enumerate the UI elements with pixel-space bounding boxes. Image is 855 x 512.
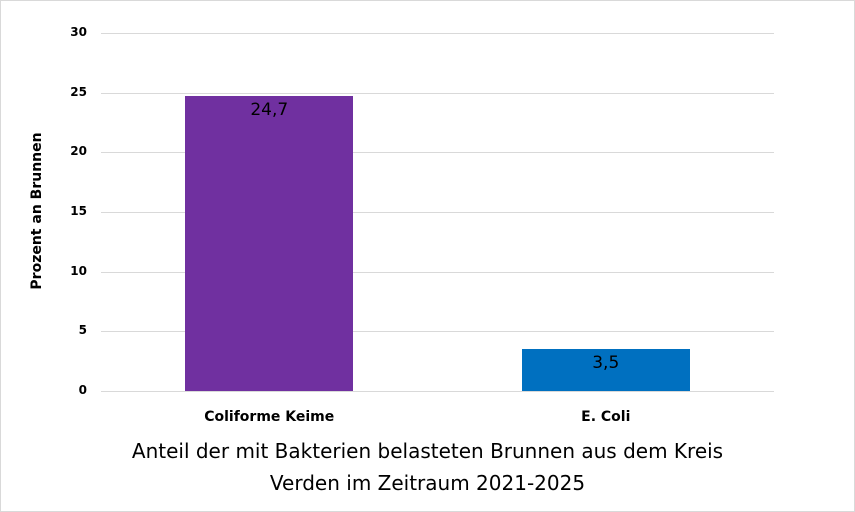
y-tick-label: 0 [78,383,87,397]
chart-title-line-1: Anteil der mit Bakterien belasteten Brun… [131,439,724,463]
y-tick-label: 20 [70,144,87,159]
gridline [101,92,774,94]
y-tick-label: 15 [70,204,87,218]
data-label: 24,7 [250,100,289,121]
gridline [101,33,774,34]
gridline [101,152,774,154]
y-tick-label: 25 [70,84,87,99]
data-label: 3,5 [592,353,620,374]
plot-area: 24,7 3,5 [101,33,774,392]
bar-e-coli: 3,5 [521,349,690,391]
chart-title-line-2: Verden im Zeitraum 2021-2025 [269,471,586,495]
gridline [101,391,774,392]
y-tick-label: 30 [70,25,87,39]
gridline [101,331,774,333]
gridline [101,212,774,213]
bar-coliforme-keime: 24,7 [185,96,354,391]
x-tick-label: Coliforme Keime [204,409,335,425]
y-tick-label: 10 [70,263,87,278]
chart-title: Anteil der mit Bakterien belasteten Brun… [1,435,854,499]
y-tick-label: 5 [78,323,87,338]
x-tick-label: E. Coli [581,409,631,425]
gridline [101,271,774,273]
